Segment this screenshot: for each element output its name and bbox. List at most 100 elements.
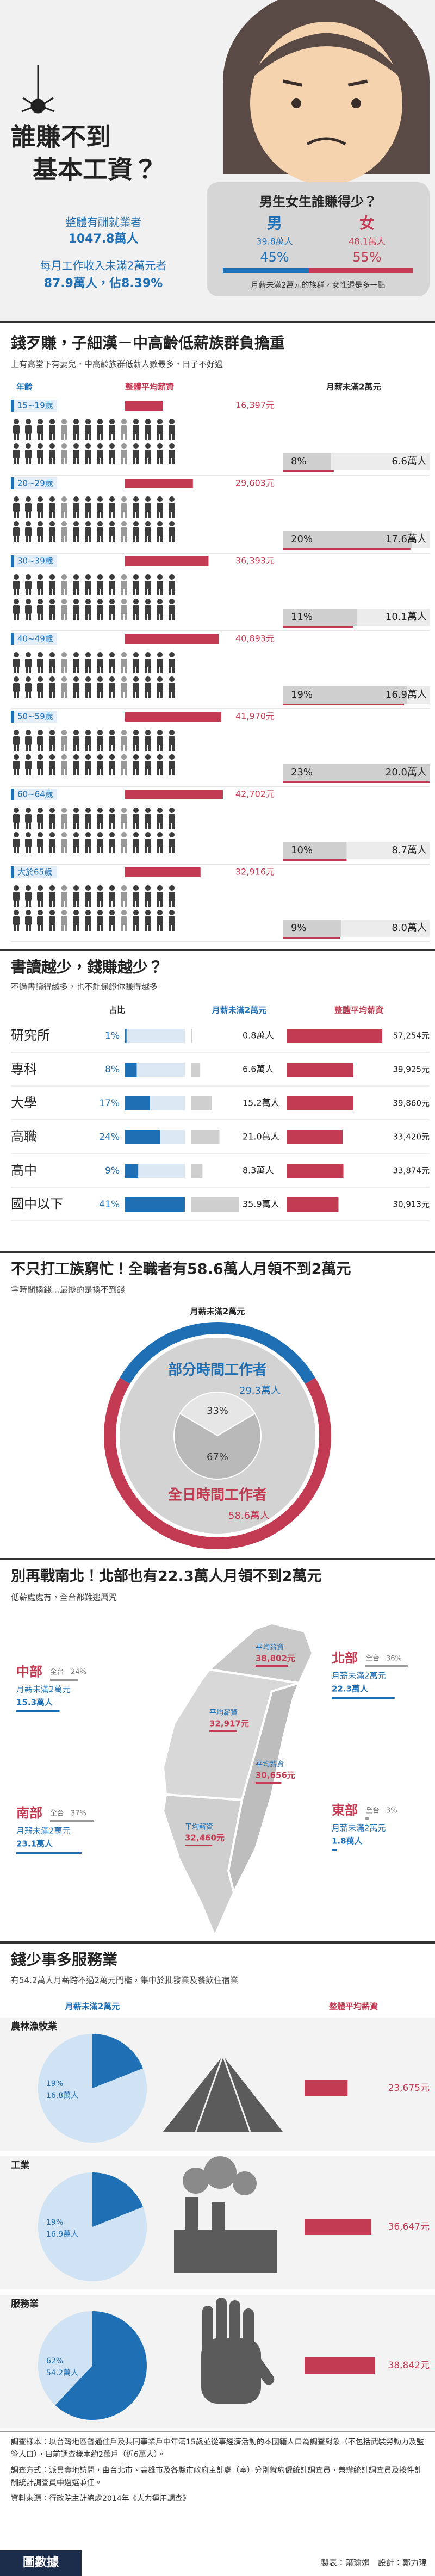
person-leg xyxy=(29,769,31,775)
person-head xyxy=(26,730,31,735)
person-leg xyxy=(125,847,127,853)
share-prefix: 全台 xyxy=(50,1810,64,1818)
person-leg xyxy=(145,613,147,620)
person-leg xyxy=(73,691,76,698)
person-body xyxy=(133,736,139,745)
person-head xyxy=(169,652,175,657)
person-leg xyxy=(160,458,163,464)
person-leg xyxy=(14,822,16,829)
person-icon xyxy=(157,652,163,673)
person-icon xyxy=(61,599,67,620)
person-leg xyxy=(101,589,103,595)
person-body xyxy=(121,659,127,667)
person-leg xyxy=(136,822,139,829)
person-leg xyxy=(53,589,55,595)
person-head xyxy=(133,885,139,891)
person-body xyxy=(37,761,44,769)
person-icon xyxy=(37,419,44,440)
person-icon xyxy=(37,599,44,620)
footer-notes: 調查樣本：以台灣地區普通住戶及共同事業戶中年滿15歲並從事經濟活動的本國籍人口為… xyxy=(11,2436,424,2509)
person-icon xyxy=(145,754,151,775)
person-icon xyxy=(97,808,103,829)
salary-title: 平均薪資 xyxy=(185,1823,213,1832)
person-leg xyxy=(145,589,147,595)
mountain-line xyxy=(195,2055,224,2132)
category-label: 30~39歲 xyxy=(17,556,53,566)
person-body xyxy=(13,916,20,925)
person-head xyxy=(61,521,67,526)
person-icon xyxy=(85,419,91,440)
person-icon xyxy=(145,676,151,698)
person-body xyxy=(61,450,67,458)
person-head xyxy=(49,419,55,424)
person-head xyxy=(169,730,175,735)
person-leg xyxy=(29,924,31,931)
person-leg xyxy=(145,847,147,853)
person-body xyxy=(61,892,67,901)
title: 基本工資？ xyxy=(33,155,158,184)
person-icon xyxy=(169,419,175,440)
person-head xyxy=(85,754,91,760)
person-head xyxy=(121,443,127,449)
salary-label: 32,917元 xyxy=(209,1719,249,1729)
share-label: 9% xyxy=(105,1165,120,1176)
person-body xyxy=(109,814,115,823)
person-icon xyxy=(109,754,115,775)
salary-bar xyxy=(287,1197,339,1212)
person-leg xyxy=(29,433,31,440)
count-label: 17.6萬人 xyxy=(386,533,427,545)
age-tag xyxy=(11,789,14,800)
person-icon xyxy=(25,676,32,698)
person-leg xyxy=(145,900,147,907)
age-tag-bg xyxy=(14,711,57,723)
person-leg xyxy=(97,691,100,698)
person-head xyxy=(109,910,115,915)
section-subtitle: 不過書讀得越多，也不能保證你賺得越多 xyxy=(11,982,158,992)
person-leg xyxy=(121,667,123,673)
person-leg xyxy=(85,589,88,595)
person-head xyxy=(14,885,19,891)
person-icon xyxy=(157,730,163,751)
person-icon xyxy=(49,754,55,775)
person-leg xyxy=(26,822,28,829)
person-head xyxy=(97,910,103,915)
person-icon xyxy=(73,730,79,751)
person-leg xyxy=(113,536,115,542)
person-icon xyxy=(97,521,103,542)
count-bar xyxy=(332,1697,395,1699)
person-leg xyxy=(85,822,88,829)
person-leg xyxy=(172,847,175,853)
salary-label: 16,397元 xyxy=(235,400,275,411)
person-leg xyxy=(26,536,28,542)
person-body xyxy=(61,736,67,745)
person-head xyxy=(14,652,19,657)
person-leg xyxy=(160,744,163,751)
column-header: 占比 xyxy=(109,1005,125,1015)
person-leg xyxy=(17,536,19,542)
person-leg xyxy=(113,589,115,595)
salary-label: 38,842元 xyxy=(388,2360,430,2371)
person-icon xyxy=(73,885,79,907)
spider-body xyxy=(30,98,46,114)
person-body xyxy=(85,814,91,823)
person-body xyxy=(13,581,20,589)
person-body xyxy=(121,450,127,458)
person-leg xyxy=(65,900,67,907)
person-leg xyxy=(85,667,88,673)
person-head xyxy=(157,521,163,526)
person-head xyxy=(85,599,91,604)
person-leg xyxy=(97,536,100,542)
person-head xyxy=(133,808,139,813)
person-icon xyxy=(157,754,163,775)
person-head xyxy=(145,730,151,735)
person-leg xyxy=(29,458,31,464)
count-title: 月薪未滿2萬元 xyxy=(16,1826,71,1836)
section-rule xyxy=(0,321,435,323)
person-leg xyxy=(89,433,91,440)
person-body xyxy=(49,581,55,589)
person-leg xyxy=(26,667,28,673)
person-body xyxy=(109,683,115,692)
person-body xyxy=(97,892,103,901)
salary-bar xyxy=(287,1164,344,1178)
person-icon xyxy=(25,754,32,775)
